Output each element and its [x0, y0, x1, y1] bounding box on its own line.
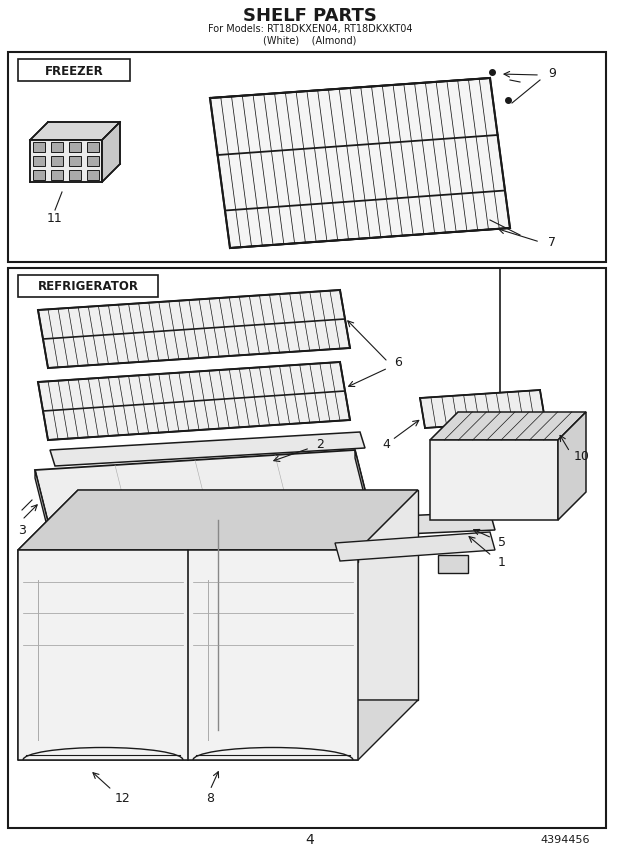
Polygon shape — [420, 390, 545, 428]
Polygon shape — [335, 532, 495, 561]
Bar — [8, 268, 606, 828]
Polygon shape — [430, 412, 586, 440]
Text: 4: 4 — [382, 437, 390, 450]
Text: 8: 8 — [206, 792, 214, 805]
Bar — [51, 142, 63, 152]
Polygon shape — [50, 432, 365, 466]
Text: REFRIGERATOR: REFRIGERATOR — [37, 281, 138, 294]
Polygon shape — [30, 122, 120, 140]
Polygon shape — [355, 450, 370, 518]
Text: 5: 5 — [498, 536, 506, 549]
Bar — [87, 156, 99, 166]
Bar — [33, 142, 45, 152]
Polygon shape — [38, 290, 350, 368]
Text: 12: 12 — [115, 792, 131, 805]
Bar — [51, 156, 63, 166]
Polygon shape — [18, 550, 358, 562]
Bar — [18, 59, 130, 81]
Text: 9: 9 — [548, 67, 556, 80]
Polygon shape — [35, 450, 370, 530]
Polygon shape — [18, 490, 418, 550]
Bar — [438, 555, 468, 573]
Text: 4: 4 — [306, 833, 314, 847]
Bar — [69, 142, 81, 152]
Bar — [69, 170, 81, 180]
Bar — [33, 156, 45, 166]
Polygon shape — [310, 516, 385, 538]
Polygon shape — [35, 470, 50, 538]
Polygon shape — [78, 490, 418, 700]
Polygon shape — [38, 362, 350, 440]
Bar — [18, 275, 158, 297]
Text: For Models: RT18DKXEN04, RT18DKXKT04: For Models: RT18DKXEN04, RT18DKXKT04 — [208, 24, 412, 34]
Polygon shape — [18, 700, 418, 760]
Text: 3: 3 — [18, 524, 26, 537]
Polygon shape — [18, 550, 358, 760]
Text: FREEZER: FREEZER — [45, 64, 104, 78]
Polygon shape — [310, 512, 495, 538]
Bar — [69, 156, 81, 166]
Polygon shape — [210, 78, 510, 248]
Text: 1: 1 — [498, 556, 506, 568]
Text: 2: 2 — [316, 437, 324, 450]
Bar — [8, 52, 606, 262]
Polygon shape — [558, 412, 586, 520]
Text: 4394456: 4394456 — [541, 835, 590, 845]
Text: 6: 6 — [394, 355, 402, 368]
Text: (White)    (Almond): (White) (Almond) — [264, 35, 356, 45]
Text: 7: 7 — [548, 235, 556, 248]
Text: 10: 10 — [574, 449, 590, 462]
Polygon shape — [430, 440, 558, 520]
Bar — [87, 142, 99, 152]
Polygon shape — [102, 122, 120, 182]
Bar — [51, 170, 63, 180]
Polygon shape — [18, 490, 78, 760]
Text: 11: 11 — [47, 211, 63, 224]
Polygon shape — [30, 140, 102, 182]
Bar — [33, 170, 45, 180]
Bar — [87, 170, 99, 180]
Text: SHELF PARTS: SHELF PARTS — [243, 7, 377, 25]
